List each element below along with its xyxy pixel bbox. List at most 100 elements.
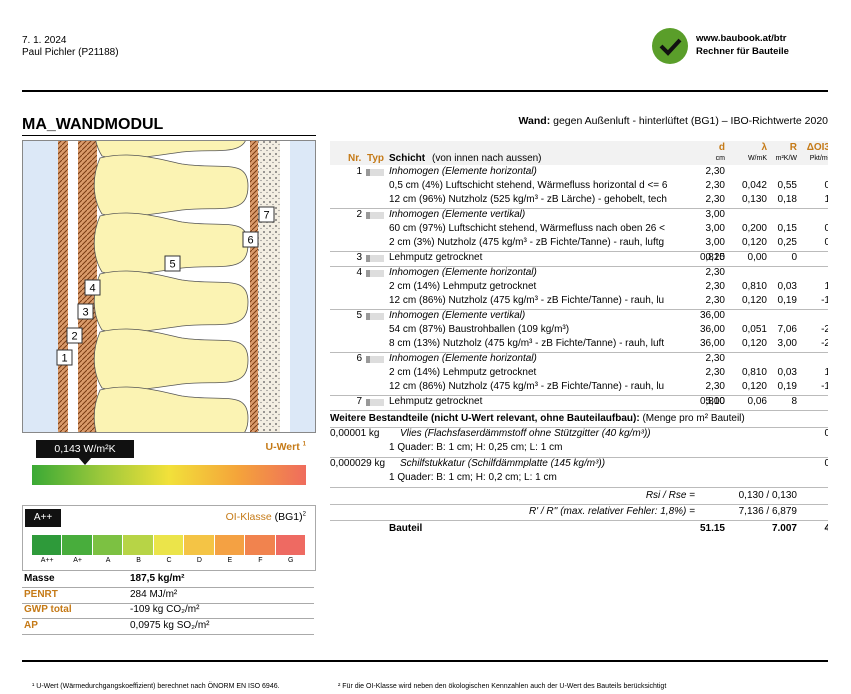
extra-dim: 1 Quader: B: 1 cm; H: 0,25 cm; L: 1 cm <box>389 442 563 453</box>
wall-desc: Wand: gegen Außenluft - hinterlüftet (BG… <box>519 115 829 127</box>
oi-scale-label: F <box>258 557 263 564</box>
extra-title: Weitere Bestandteile (nicht U-Wert relev… <box>330 413 745 424</box>
oi-class: A++ <box>25 509 61 527</box>
oi-box <box>22 505 316 571</box>
text-clip: 12 cm (86%) Nutzholz (475 kg/m³ - zB Fic… <box>389 381 665 392</box>
pointer <box>78 457 92 465</box>
row-line <box>330 487 828 488</box>
value: 1 <box>824 367 828 378</box>
text-clip: 2 cm (14%) Lehmputz getrocknet <box>389 367 537 378</box>
value: 3,00 <box>705 209 725 220</box>
header-bg <box>330 141 828 165</box>
value: 0,18 <box>777 194 797 205</box>
col-unit: W/mK <box>747 155 767 162</box>
value: 2,30 <box>705 295 725 306</box>
layer-nr: 4 <box>356 267 362 278</box>
rule <box>22 90 828 92</box>
value: 0,200 <box>741 223 767 234</box>
value: -1 <box>821 381 828 392</box>
wall-text: gegen Außenluft - hinterlüftet (BG1) – I… <box>550 115 828 127</box>
type-icon <box>366 313 384 320</box>
layer-table: Nr. Typ Schicht (von innen nach aussen) d cm λ… <box>330 141 828 531</box>
value: 0,03 <box>777 367 797 378</box>
row-line <box>330 457 828 458</box>
straw-bale <box>93 270 249 333</box>
col-unit: m²K/W <box>775 155 797 162</box>
extra-sub: (Menge pro m² Bauteil) <box>639 413 745 424</box>
label-box <box>164 255 181 272</box>
straw-bale <box>93 328 249 391</box>
oi-cell <box>123 535 153 555</box>
layer-name: Lehmputz getrocknet <box>389 396 483 407</box>
layer-nr: 2 <box>356 209 362 220</box>
col-head: Nr. <box>348 153 362 164</box>
total-oi: 4 <box>824 523 828 531</box>
oi-scale-label: G <box>288 557 294 564</box>
value: 0 <box>824 458 828 469</box>
oi-cell <box>153 535 184 555</box>
value: 0,19 <box>777 295 797 306</box>
col-head: ΔOI3 <box>806 142 828 153</box>
layer-name: Inhomogen (Elemente vertikal) <box>389 310 526 321</box>
logo-icon <box>652 28 688 64</box>
oi-scale-label: B <box>136 557 141 564</box>
extra-qty: 0,000029 kg <box>330 458 386 469</box>
rsi-value: 0,130 / 0,130 <box>738 490 797 501</box>
u-note: 1 <box>302 441 306 448</box>
value: 2,30 <box>705 194 725 205</box>
rule <box>22 135 316 136</box>
type-icon <box>366 169 384 176</box>
oi-label: OI-Klasse (BG1)2 <box>226 511 306 523</box>
oi-cell <box>32 535 62 555</box>
date: 7. 1. 2024 <box>22 35 67 46</box>
indicators: Masse 187,5 kg/m² PENRT 284 MJ/m² GWP total -… <box>22 573 314 635</box>
oi-group: (BG1) <box>274 511 303 523</box>
label-box <box>84 279 101 296</box>
value: 2,30 <box>705 267 725 278</box>
value: 0,15 <box>777 223 797 234</box>
value: 2,30 <box>705 381 725 392</box>
value: 0,810 <box>699 396 725 407</box>
row-line <box>330 266 828 267</box>
u-value-label: U-Wert 1 <box>266 441 307 453</box>
oi-cell <box>214 535 245 555</box>
value: 1 <box>824 281 828 292</box>
col-head: (von innen nach aussen) <box>432 153 542 164</box>
total-label: Bauteil <box>389 523 423 531</box>
value: 8 <box>791 396 797 407</box>
oi-scale: A++ A+ A B C D E F G <box>32 535 306 567</box>
layer-nr: 7 <box>356 396 362 407</box>
row-line <box>330 395 828 396</box>
layer-label: 5 <box>169 259 175 271</box>
value: 0 <box>824 237 828 248</box>
extra-qty: 0,00001 kg <box>330 428 380 439</box>
value: -2 <box>821 324 828 335</box>
value: 0,25 <box>777 237 797 248</box>
col-head: Schicht <box>389 153 426 164</box>
layer-label: 2 <box>71 331 77 343</box>
oi-cell <box>62 535 92 555</box>
text-clip: 12 cm (96%) Nutzholz (525 kg/m³ - zB Lär… <box>389 194 667 205</box>
straw-bale <box>93 386 249 433</box>
value: 2,30 <box>705 281 725 292</box>
indicator-value: 187,5 kg/m² <box>130 573 185 584</box>
rule <box>22 660 828 662</box>
extra-dim: 1 Quader: B: 1 cm; H: 0,2 cm; L: 1 cm <box>389 472 557 483</box>
oi-scale-label: C <box>166 557 172 564</box>
value: 2,30 <box>705 367 725 378</box>
value: 0,130 <box>741 194 767 205</box>
type-icon <box>366 255 384 262</box>
value: 0 <box>791 252 797 263</box>
col-unit: Pkt/m² <box>809 155 828 162</box>
text-clip: 60 cm (97%) Luftschicht stehend, Wärmefl… <box>389 223 665 234</box>
total-d: 51,15 <box>699 523 725 531</box>
text-clip: 2 cm (3%) Nutzholz (475 kg/m³ - zB Ficht… <box>389 237 665 248</box>
indicator-name: PENRT <box>24 588 58 600</box>
label-box <box>258 206 275 223</box>
layer-name: Lehmputz getrocknet <box>389 252 483 263</box>
value: 1 <box>824 194 828 205</box>
layer-name: Inhomogen (Elemente horizontal) <box>389 353 537 364</box>
value: 0,810 <box>741 281 767 292</box>
value: 2,30 <box>705 166 725 177</box>
